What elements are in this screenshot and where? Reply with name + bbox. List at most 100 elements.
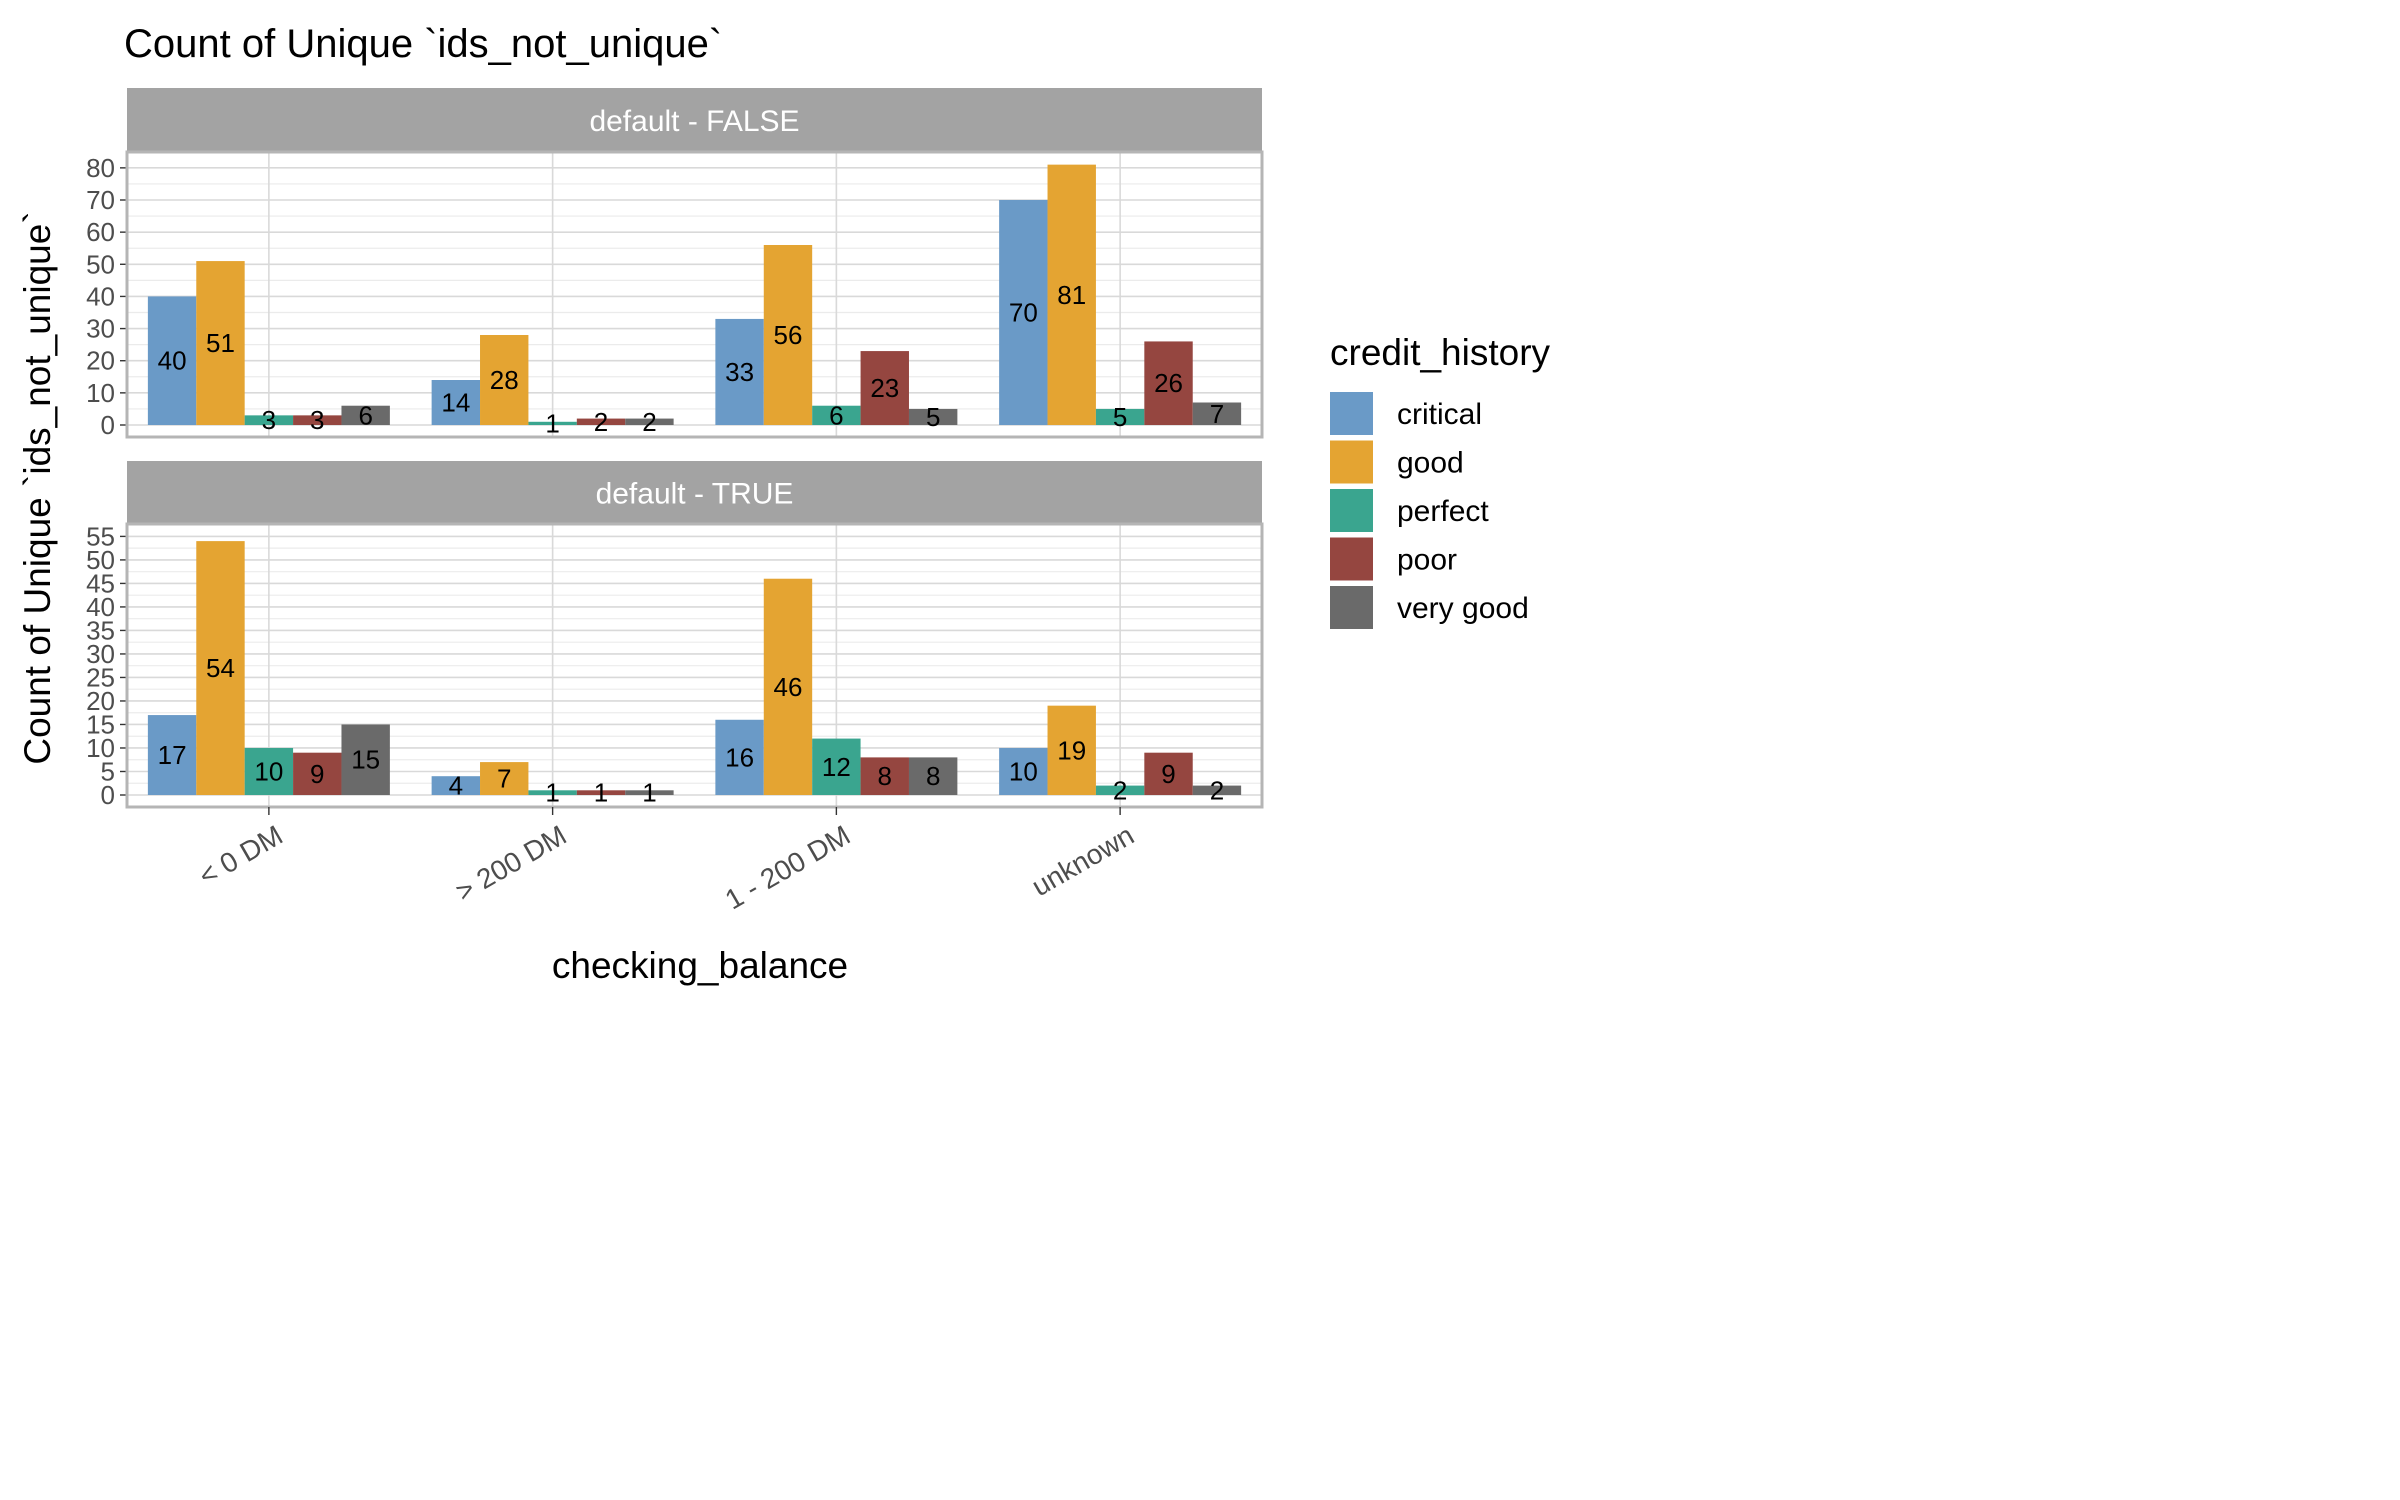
legend-key-poor xyxy=(1330,537,1373,581)
y-tick-label: 20 xyxy=(86,346,115,376)
data-label: 1 xyxy=(545,778,559,808)
data-label: 3 xyxy=(262,405,276,435)
y-tick-label: 30 xyxy=(86,639,115,669)
bar-poor-0-dm xyxy=(293,752,342,795)
data-label: 1 xyxy=(545,408,559,438)
bar-very-good-unknown xyxy=(1192,402,1242,425)
bar-critical-1-200-dm xyxy=(715,318,764,425)
data-label: 15 xyxy=(351,745,380,775)
data-label: 6 xyxy=(829,400,843,430)
facet-panel-default-false: default - FALSE0102030405060708040143370… xyxy=(86,88,1264,440)
data-label-group: 40 14 33 70 51 28 56 81 3 1 6 5 3 2 23 26 6 2 5 7 xyxy=(158,280,1225,439)
bar-very-good-0-dm xyxy=(341,724,390,795)
strip-label: default - TRUE xyxy=(596,478,794,511)
data-label: 54 xyxy=(206,653,235,683)
legend-label: very good xyxy=(1397,592,1529,625)
data-label: 1 xyxy=(642,778,656,808)
chart: Count of Unique `ids_not_unique` checkin… xyxy=(0,0,1600,1000)
y-tick-label: 45 xyxy=(86,568,115,598)
data-label: 70 xyxy=(1009,298,1038,328)
y-tick-label: 50 xyxy=(86,545,115,575)
data-label: 7 xyxy=(1210,399,1224,429)
data-label: 12 xyxy=(822,752,851,782)
data-label: 40 xyxy=(158,346,187,376)
bar-good-1-200-dm xyxy=(763,578,813,795)
y-tick-label: 50 xyxy=(86,249,115,279)
data-label: 2 xyxy=(642,407,656,437)
legend-label: perfect xyxy=(1397,495,1489,528)
data-label: 3 xyxy=(310,405,324,435)
strip-background xyxy=(127,88,1262,152)
data-label: 8 xyxy=(878,761,892,791)
bar-very-good-200-dm xyxy=(625,418,674,425)
data-label: 17 xyxy=(158,740,187,770)
bar-very-good-1-200-dm xyxy=(908,408,958,425)
bar-critical-200-dm xyxy=(431,776,481,795)
facet-panels: default - FALSE0102030405060708040143370… xyxy=(86,88,1264,810)
bar-good-0-dm xyxy=(196,541,245,795)
bar-good-200-dm xyxy=(480,762,529,795)
data-label: 19 xyxy=(1057,735,1086,765)
data-label: 5 xyxy=(1113,402,1127,432)
data-label: 9 xyxy=(310,759,324,789)
data-label: 6 xyxy=(358,400,372,430)
bar-perfect-200-dm xyxy=(528,790,577,795)
bar-critical-unknown xyxy=(999,747,1048,795)
y-tick-label: 40 xyxy=(86,592,115,622)
bar-poor-1-200-dm xyxy=(860,351,909,425)
data-label: 26 xyxy=(1154,368,1183,398)
y-tick-label: 70 xyxy=(86,185,115,215)
y-tick-label: 60 xyxy=(86,217,115,247)
bar-critical-1-200-dm xyxy=(715,719,764,795)
data-label: 7 xyxy=(497,764,511,794)
bar-very-good-200-dm xyxy=(625,790,674,795)
data-label: 28 xyxy=(490,365,519,395)
bar-very-good-unknown xyxy=(1192,785,1242,795)
y-tick-label: 80 xyxy=(86,153,115,183)
bar-poor-200-dm xyxy=(576,418,626,425)
bar-perfect-0-dm xyxy=(244,415,294,425)
bar-poor-unknown xyxy=(1144,341,1193,425)
bar-critical-unknown xyxy=(999,200,1048,425)
y-tick-label: 15 xyxy=(86,709,115,739)
y-tick-label: 25 xyxy=(86,662,115,692)
data-label: 10 xyxy=(1009,756,1038,786)
bar-good-unknown xyxy=(1047,705,1096,795)
legend-key-good xyxy=(1330,440,1373,484)
data-label: 46 xyxy=(774,672,803,702)
bar-perfect-unknown xyxy=(1095,408,1145,425)
bar-poor-1-200-dm xyxy=(860,757,909,795)
legend-label: poor xyxy=(1397,544,1457,577)
strip-label: default - FALSE xyxy=(589,105,799,138)
chart-title: Count of Unique `ids_not_unique` xyxy=(124,22,722,66)
y-tick-label: 10 xyxy=(86,378,115,408)
y-tick-label: 10 xyxy=(86,733,115,763)
x-axis-title: checking_balance xyxy=(552,945,848,986)
bar-good-0-dm xyxy=(196,261,245,425)
data-label: 14 xyxy=(441,388,470,418)
bar-very-good-1-200-dm xyxy=(908,757,958,795)
y-tick-label: 0 xyxy=(101,410,115,440)
y-tick-label: 20 xyxy=(86,686,115,716)
data-label-group: 17 4 16 10 54 7 46 19 10 1 12 2 9 1 8 9 15 1 8 2 xyxy=(158,653,1225,808)
y-tick-label: 55 xyxy=(86,521,115,551)
y-tick-label: 35 xyxy=(86,615,115,645)
bar-very-good-0-dm xyxy=(341,405,390,425)
bar-perfect-unknown xyxy=(1095,785,1145,795)
data-label: 5 xyxy=(926,402,940,432)
data-label: 16 xyxy=(725,742,754,772)
data-label: 81 xyxy=(1057,280,1086,310)
bar-critical-0-dm xyxy=(147,296,197,425)
data-label: 8 xyxy=(926,761,940,791)
legend-key-very-good xyxy=(1330,586,1373,629)
data-label: 56 xyxy=(774,320,803,350)
y-axis-title: Count of Unique `ids_not_unique` xyxy=(17,211,58,764)
data-label: 51 xyxy=(206,328,235,358)
data-label: 4 xyxy=(449,771,463,801)
y-tick-label: 0 xyxy=(101,780,115,810)
data-label: 23 xyxy=(870,373,899,403)
bar-group xyxy=(147,164,1242,425)
bar-good-1-200-dm xyxy=(763,245,813,425)
legend-key-critical xyxy=(1330,392,1373,435)
data-label: 10 xyxy=(254,756,283,786)
